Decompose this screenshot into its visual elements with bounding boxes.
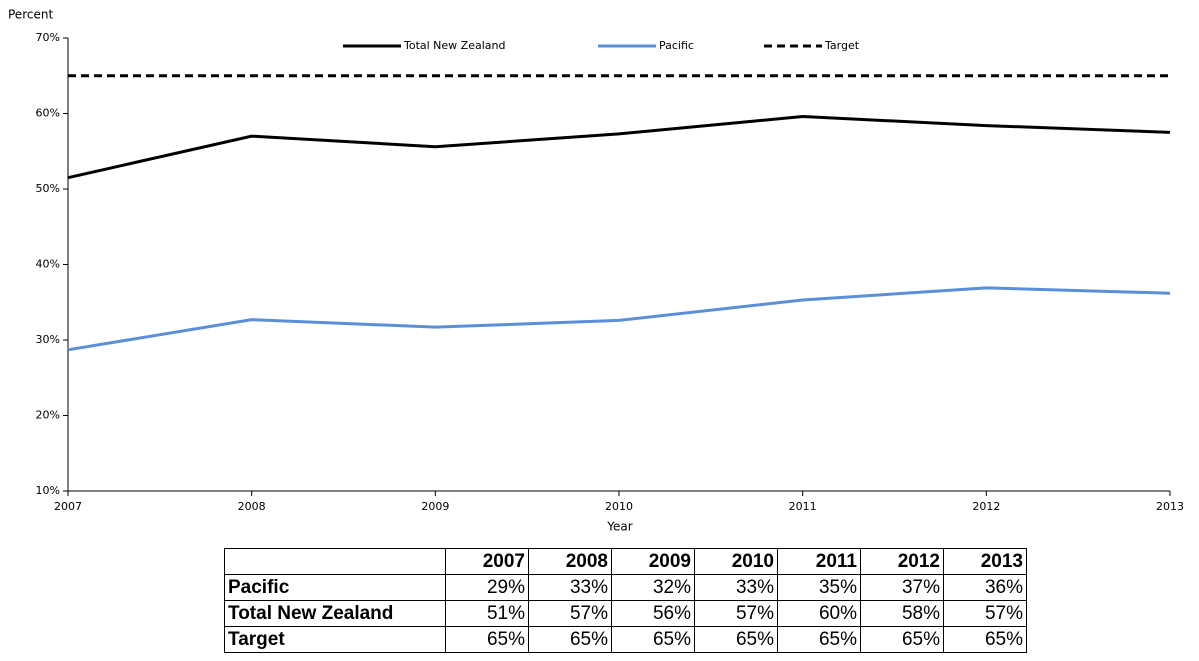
x-tick-label: 2009	[421, 500, 449, 513]
table-row: Total New Zealand 51% 57% 56% 57% 60% 58% 57%	[224, 600, 1027, 627]
legend-label: Target	[824, 39, 860, 52]
table-row: Pacific 29% 33% 32% 33% 35% 37% 36%	[224, 574, 1027, 601]
x-tick-label: 2007	[54, 500, 82, 513]
x-tick-label: 2013	[1156, 500, 1184, 513]
header-cell: 2012	[860, 548, 944, 575]
table-cell: 56%	[611, 600, 695, 627]
table-cell: 58%	[860, 600, 944, 627]
table-cell: 57%	[694, 600, 778, 627]
y-tick-label: 60%	[36, 107, 60, 120]
table-cell: 65%	[528, 626, 612, 653]
y-tick-label: 50%	[36, 182, 60, 195]
x-axis-title: Year	[606, 520, 632, 534]
header-cell: 2009	[611, 548, 695, 575]
table-cell: 65%	[943, 626, 1027, 653]
table-header: 2007 2008 2009 2010 2011 2012 2013	[224, 548, 1027, 575]
table-cell: 33%	[528, 574, 612, 601]
x-tick-label: 2010	[605, 500, 633, 513]
header-cell: 2011	[777, 548, 861, 575]
line-series	[67, 286, 1171, 352]
table-cell: 32%	[611, 574, 695, 601]
y-tick-label: 10%	[36, 484, 60, 497]
table-corner	[224, 548, 446, 575]
header-cell: 2008	[528, 548, 612, 575]
table-cell: 35%	[777, 574, 861, 601]
table-cell: 65%	[611, 626, 695, 653]
table-row: Target 65% 65% 65% 65% 65% 65% 65%	[224, 626, 1027, 653]
table-cell: 36%	[943, 574, 1027, 601]
header-cell: 2007	[445, 548, 529, 575]
y-tick-label: 70%	[36, 31, 60, 44]
x-tick-label: 2008	[238, 500, 266, 513]
table-cell: 65%	[694, 626, 778, 653]
row-header: Total New Zealand	[224, 600, 446, 627]
legend-label: Pacific	[659, 39, 694, 52]
x-tick-label: 2011	[789, 500, 817, 513]
data-table: 2007 2008 2009 2010 2011 2012 2013 Pacific 29% 33…	[224, 548, 1027, 653]
table-cell: 33%	[694, 574, 778, 601]
table-cell: 57%	[943, 600, 1027, 627]
legend-label: Total New Zealand	[403, 39, 505, 52]
line-series	[67, 115, 1171, 180]
table-cell: 57%	[528, 600, 612, 627]
chart: Percent Year 10% 20% 30% 40% 50% 60% 70% 2007 20…	[8, 8, 1184, 534]
header-cell: 2013	[943, 548, 1027, 575]
table-cell: 37%	[860, 574, 944, 601]
table-cell: 65%	[860, 626, 944, 653]
y-axis-title: Percent	[8, 8, 53, 22]
row-header: Target	[224, 626, 446, 653]
x-tick-label: 2012	[972, 500, 1000, 513]
table-cell: 65%	[777, 626, 861, 653]
row-header: Pacific	[224, 574, 446, 601]
table-cell: 29%	[445, 574, 529, 601]
table-cell: 60%	[777, 600, 861, 627]
header-cell: 2010	[694, 548, 778, 575]
y-tick-label: 30%	[36, 333, 60, 346]
y-tick-label: 20%	[36, 409, 60, 422]
y-tick-label: 40%	[36, 258, 60, 271]
table-cell: 65%	[445, 626, 529, 653]
table-cell: 51%	[445, 600, 529, 627]
